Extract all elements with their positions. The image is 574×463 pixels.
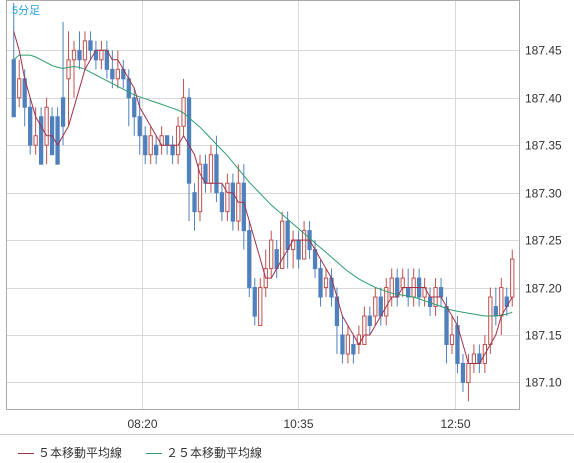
candle-body bbox=[38, 116, 44, 165]
candle-body bbox=[115, 68, 120, 80]
candle-body bbox=[466, 362, 471, 383]
candle-body bbox=[60, 97, 66, 127]
legend-item-ma5: ５本移動平均線 bbox=[18, 444, 122, 461]
candle-body bbox=[192, 192, 197, 213]
y-tick-label: 187.15 bbox=[525, 329, 562, 343]
candle-body bbox=[170, 144, 175, 156]
candle-body bbox=[488, 296, 493, 345]
candle-body bbox=[460, 362, 466, 383]
candle-body bbox=[137, 116, 142, 137]
candle-body bbox=[219, 192, 225, 213]
candle-body bbox=[17, 78, 22, 99]
candle-body bbox=[99, 49, 104, 61]
candle-body bbox=[400, 277, 405, 289]
y-axis-labels: 187.45 187.40 187.35 187.30 187.25 187.20 187.… bbox=[525, 44, 562, 390]
candle-body bbox=[367, 315, 372, 327]
y-tick-label: 187.45 bbox=[525, 44, 562, 58]
candles-group bbox=[11, 2, 515, 402]
candle-body bbox=[88, 40, 93, 51]
candle-body bbox=[345, 334, 351, 355]
candle-body bbox=[208, 154, 214, 184]
candle-body bbox=[510, 258, 515, 298]
ma25-line bbox=[13, 54, 513, 317]
y-tick-label: 187.10 bbox=[525, 376, 562, 390]
x-axis-labels: 08:20 10:35 12:50 bbox=[127, 417, 470, 431]
candle-body bbox=[66, 59, 71, 80]
candle-body bbox=[499, 287, 504, 317]
candle-body bbox=[132, 97, 137, 118]
x-tick-label: 12:50 bbox=[440, 417, 470, 431]
candle-body bbox=[77, 49, 82, 61]
candle-body bbox=[323, 277, 329, 289]
price-chart: 187.45 187.40 187.35 187.30 187.25 187.20 187.… bbox=[6, 0, 562, 431]
candle-body bbox=[269, 239, 274, 270]
candle-body bbox=[154, 144, 159, 156]
candle-body bbox=[230, 182, 236, 222]
candle-body bbox=[438, 287, 444, 298]
legend: ５本移動平均線 ２５本移動平均線 bbox=[0, 434, 574, 463]
y-tick-label: 187.35 bbox=[525, 139, 562, 153]
candle-body bbox=[186, 97, 192, 184]
candle-body bbox=[318, 268, 323, 298]
candle-body bbox=[110, 68, 115, 80]
candle-body bbox=[384, 287, 389, 317]
candle-body bbox=[33, 135, 38, 146]
candle-body bbox=[389, 277, 394, 298]
candle-body bbox=[225, 182, 230, 213]
legend-swatch-ma5 bbox=[18, 453, 34, 455]
candle-body bbox=[351, 343, 356, 355]
candle-body bbox=[258, 287, 263, 327]
chart-title: 5分足 bbox=[12, 4, 40, 17]
candle-body bbox=[164, 135, 170, 146]
y-tick-label: 187.40 bbox=[525, 92, 562, 106]
y-tick-label: 187.20 bbox=[525, 282, 562, 296]
candle-body bbox=[280, 220, 285, 270]
candle-body bbox=[143, 135, 148, 156]
candle-body bbox=[148, 135, 153, 156]
legend-label-ma25: ２５本移動平均線 bbox=[166, 446, 263, 460]
candle-body bbox=[285, 220, 290, 251]
candle-body bbox=[44, 106, 49, 146]
x-tick-label: 10:35 bbox=[283, 417, 313, 431]
legend-label-ma5: ５本移動平均線 bbox=[38, 446, 123, 460]
candle-body bbox=[340, 334, 345, 355]
candle-body bbox=[11, 59, 16, 118]
candle-body bbox=[301, 230, 307, 260]
plot-area bbox=[6, 0, 520, 410]
legend-item-ma25: ２５本移動平均線 bbox=[146, 444, 262, 461]
candle-body bbox=[373, 296, 378, 317]
y-tick-label: 187.30 bbox=[525, 187, 562, 201]
legend-swatch-ma25 bbox=[146, 453, 162, 455]
candle-body bbox=[449, 334, 455, 345]
ma5-line bbox=[13, 31, 513, 364]
candle-body bbox=[55, 116, 60, 165]
candle-body bbox=[471, 353, 477, 364]
candle-body bbox=[252, 287, 257, 317]
candle-body bbox=[197, 163, 203, 213]
candle-body bbox=[444, 306, 449, 345]
candle-body bbox=[362, 315, 367, 345]
candle-body bbox=[247, 230, 252, 289]
candle-body bbox=[214, 154, 219, 194]
candle-body bbox=[175, 125, 181, 156]
moving-average-lines bbox=[13, 31, 513, 364]
candle-body bbox=[493, 306, 498, 317]
y-tick-label: 187.25 bbox=[525, 234, 562, 248]
candle-body bbox=[296, 239, 301, 260]
x-tick-label: 08:20 bbox=[127, 417, 157, 431]
candle-body bbox=[71, 49, 77, 61]
candle-body bbox=[28, 106, 33, 146]
candle-body bbox=[82, 40, 88, 61]
